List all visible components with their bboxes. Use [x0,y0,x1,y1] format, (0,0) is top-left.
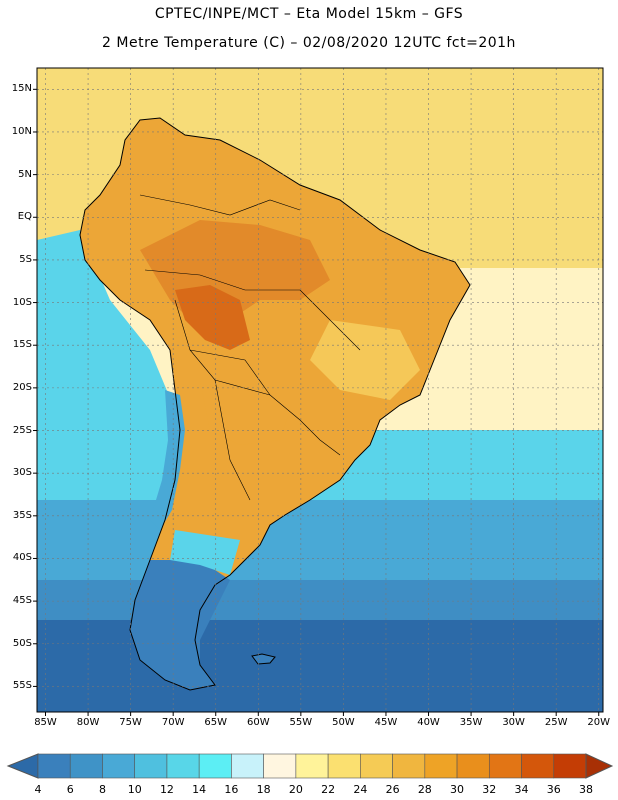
lon-label-60W: 60W [246,717,270,728]
bolivia-hottest-region [175,285,250,350]
colorbar [6,753,614,779]
lat-label-10S: 10S [12,296,32,308]
lon-label-75W: 75W [119,717,142,728]
colorbar-label-22: 22 [321,783,336,796]
colorbar-swatch-12 [392,753,426,779]
ocean-band-cold [37,500,603,580]
colorbar-label-6: 6 [66,783,74,796]
southeast-brazil-warm [310,320,420,400]
colorbar-label-32: 32 [482,783,497,796]
lon-label-50W: 50W [332,717,355,728]
lat-label-50S: 50S [12,637,32,649]
lon-label-40W: 40W [417,717,440,728]
lat-label-15S: 15S [12,339,32,351]
axis-ticks [33,88,600,716]
lat-label-25S: 25S [12,424,32,436]
patagonia-cold [130,560,230,690]
map-title-line-1: CPTEC/INPE/MCT – Eta Model 15km – GFS [154,6,464,22]
chaco-hot-region [200,380,290,445]
pacific-cool-wedge [37,230,175,500]
patagonia-light [170,530,240,575]
lon-label-30W: 30W [502,717,525,728]
plot-frame [36,67,604,713]
lon-label-55W: 55W [289,717,313,728]
colorbar-label-4: 4 [34,783,42,796]
lat-label-10N: 10N [11,125,32,137]
lat-label-EQ: EQ [17,211,32,223]
map-title-line-2: 2 Metre Temperature (C) – 02/08/2020 12U… [102,35,516,51]
country-borders [139,194,361,501]
lon-label-35W: 35W [459,717,483,728]
colorbar-swatch-1 [37,753,71,779]
lat-label-5N: 5N [18,168,32,180]
colorbar-label-12: 12 [159,783,174,796]
colorbar-swatch-16 [521,753,555,779]
ocean-band-coldest [37,620,603,712]
coastline [79,117,471,691]
lat-label-40S: 40S [12,552,32,564]
lat-label-45S: 45S [12,595,32,607]
colorbar-swatch-6 [198,753,232,779]
lon-label-45W: 45W [374,717,398,728]
falkland-islands [251,653,276,665]
lon-label-80W: 80W [76,717,100,728]
graticule [37,68,603,712]
colorbar-swatch-4 [134,753,168,779]
colorbar-label-30: 30 [450,783,465,796]
colorbar-label-38: 38 [579,783,593,796]
colorbar-swatch-10 [327,753,361,779]
colorbar-swatch-2 [69,753,103,779]
colorbar-swatch-9 [295,753,329,779]
colorbar-swatch-14 [456,753,490,779]
colorbar-label-24: 24 [353,783,368,796]
lat-label-30S: 30S [12,467,32,479]
colorbar-arrow-low [6,753,39,779]
lon-label-70W: 70W [161,717,185,728]
lon-label-25W: 25W [544,717,568,728]
colorbar-label-18: 18 [256,783,271,796]
colorbar-label-26: 26 [385,783,400,796]
colorbar-label-20: 20 [288,783,303,796]
colorbar-swatch-8 [263,753,297,779]
colorbar-label-8: 8 [98,783,106,796]
lon-label-65W: 65W [204,717,228,728]
colorbar-swatch-7 [231,753,264,779]
lat-label-35S: 35S [12,509,32,521]
colorbar-swatch-17 [553,753,587,779]
lat-label-5S: 5S [19,253,32,265]
colorbar-label-10: 10 [127,783,142,796]
colorbar-swatch-11 [360,753,393,779]
colorbar-swatch-3 [102,753,136,779]
colorbar-swatch-5 [166,753,200,779]
andes-cold-strip [150,390,185,530]
lat-label-15N: 15N [11,83,32,95]
lon-label-85W: 85W [34,717,57,728]
lon-label-20W: 20W [587,717,611,728]
lat-label-55S: 55S [12,680,32,692]
colorbar-label-36: 36 [546,783,561,796]
colorbar-label-16: 16 [224,783,239,796]
colorbar-label-14: 14 [192,783,207,796]
colorbar-arrow-high [585,753,614,779]
colorbar-swatch-13 [424,753,458,779]
colorbar-label-28: 28 [417,783,432,796]
colorbar-label-34: 34 [514,783,529,796]
ocean-band-colder [37,580,603,620]
colorbar-swatch-15 [488,753,522,779]
lat-label-20S: 20S [12,381,32,393]
